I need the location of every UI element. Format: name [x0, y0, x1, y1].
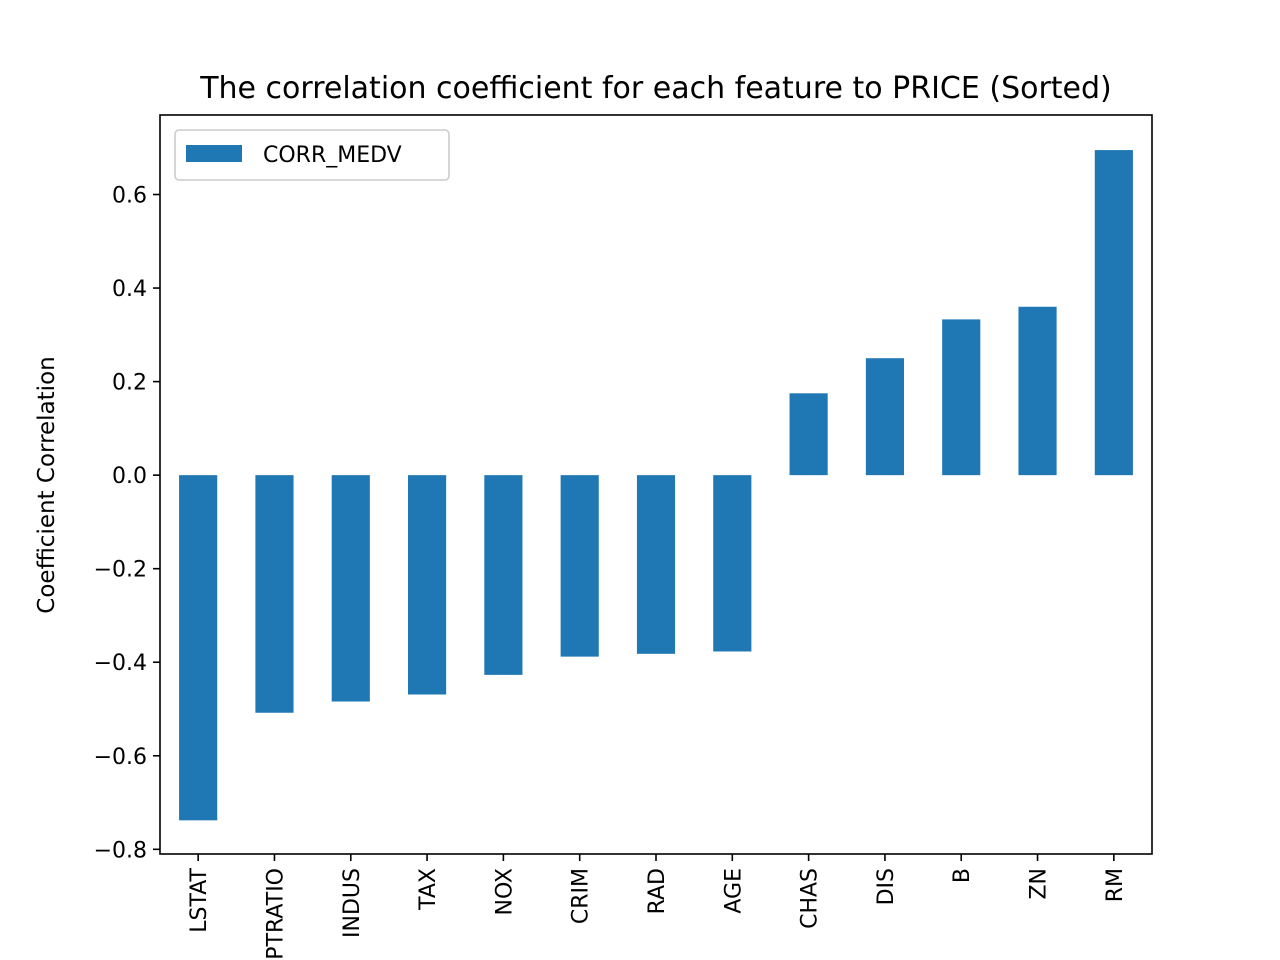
y-axis: −0.8 −0.6 −0.4 −0.2 0.0 0.2 0.4 0.6 [94, 184, 160, 863]
chart-title: The correlation coefficient for each fea… [199, 71, 1112, 106]
y-tick-label: −0.6 [94, 745, 147, 770]
x-tick-label-indus: INDUS [340, 868, 365, 938]
legend-swatch [186, 145, 242, 162]
x-tick-label-nox: NOX [492, 868, 517, 915]
x-axis: LSTAT PTRATIO INDUS TAX NOX CRIM RAD AGE CHAS DIS… [187, 854, 1128, 960]
x-tick-label-chas: CHAS [798, 868, 823, 929]
x-tick-label-crim: CRIM [569, 868, 594, 924]
y-tick-label: −0.4 [94, 651, 147, 676]
x-tick-label-b: B [950, 868, 975, 883]
legend-box [174, 129, 450, 181]
bar-dis [865, 358, 904, 476]
x-tick-label-zn: ZN [1027, 868, 1052, 900]
bar-age [713, 475, 752, 652]
x-tick-label-rad: RAD [645, 868, 670, 914]
x-tick-label-age: AGE [721, 868, 746, 914]
x-tick-label-dis: DIS [874, 868, 899, 905]
bars [179, 150, 1133, 821]
legend-label: CORR_MEDV [263, 143, 402, 168]
y-tick-label: 0.4 [112, 277, 147, 302]
bar-tax [408, 475, 447, 695]
x-tick-label-tax: TAX [416, 868, 441, 911]
bar-chas [789, 393, 828, 476]
bar-nox [484, 475, 523, 675]
bar-lstat [179, 475, 218, 821]
y-tick-label: 0.2 [112, 371, 147, 396]
y-tick-label: −0.2 [94, 558, 147, 583]
bar-indus [331, 475, 370, 702]
y-tick-label: 0.6 [112, 184, 147, 209]
bar-rm [1094, 150, 1133, 476]
x-tick-label-rm: RM [1103, 868, 1128, 902]
bar-ptratio [255, 475, 294, 713]
bar-crim [560, 475, 599, 657]
x-tick-label-lstat: LSTAT [187, 867, 212, 932]
legend: CORR_MEDV [174, 129, 450, 181]
y-tick-label: 0.0 [112, 464, 147, 489]
bar-b [942, 319, 981, 476]
y-axis-label: Coefficient Correlation [34, 356, 60, 613]
bar-rad [636, 475, 676, 654]
bar-zn [1018, 306, 1057, 476]
x-tick-label-ptratio: PTRATIO [263, 868, 288, 960]
y-tick-label: −0.8 [94, 838, 147, 863]
plot-frame [159, 114, 1153, 855]
